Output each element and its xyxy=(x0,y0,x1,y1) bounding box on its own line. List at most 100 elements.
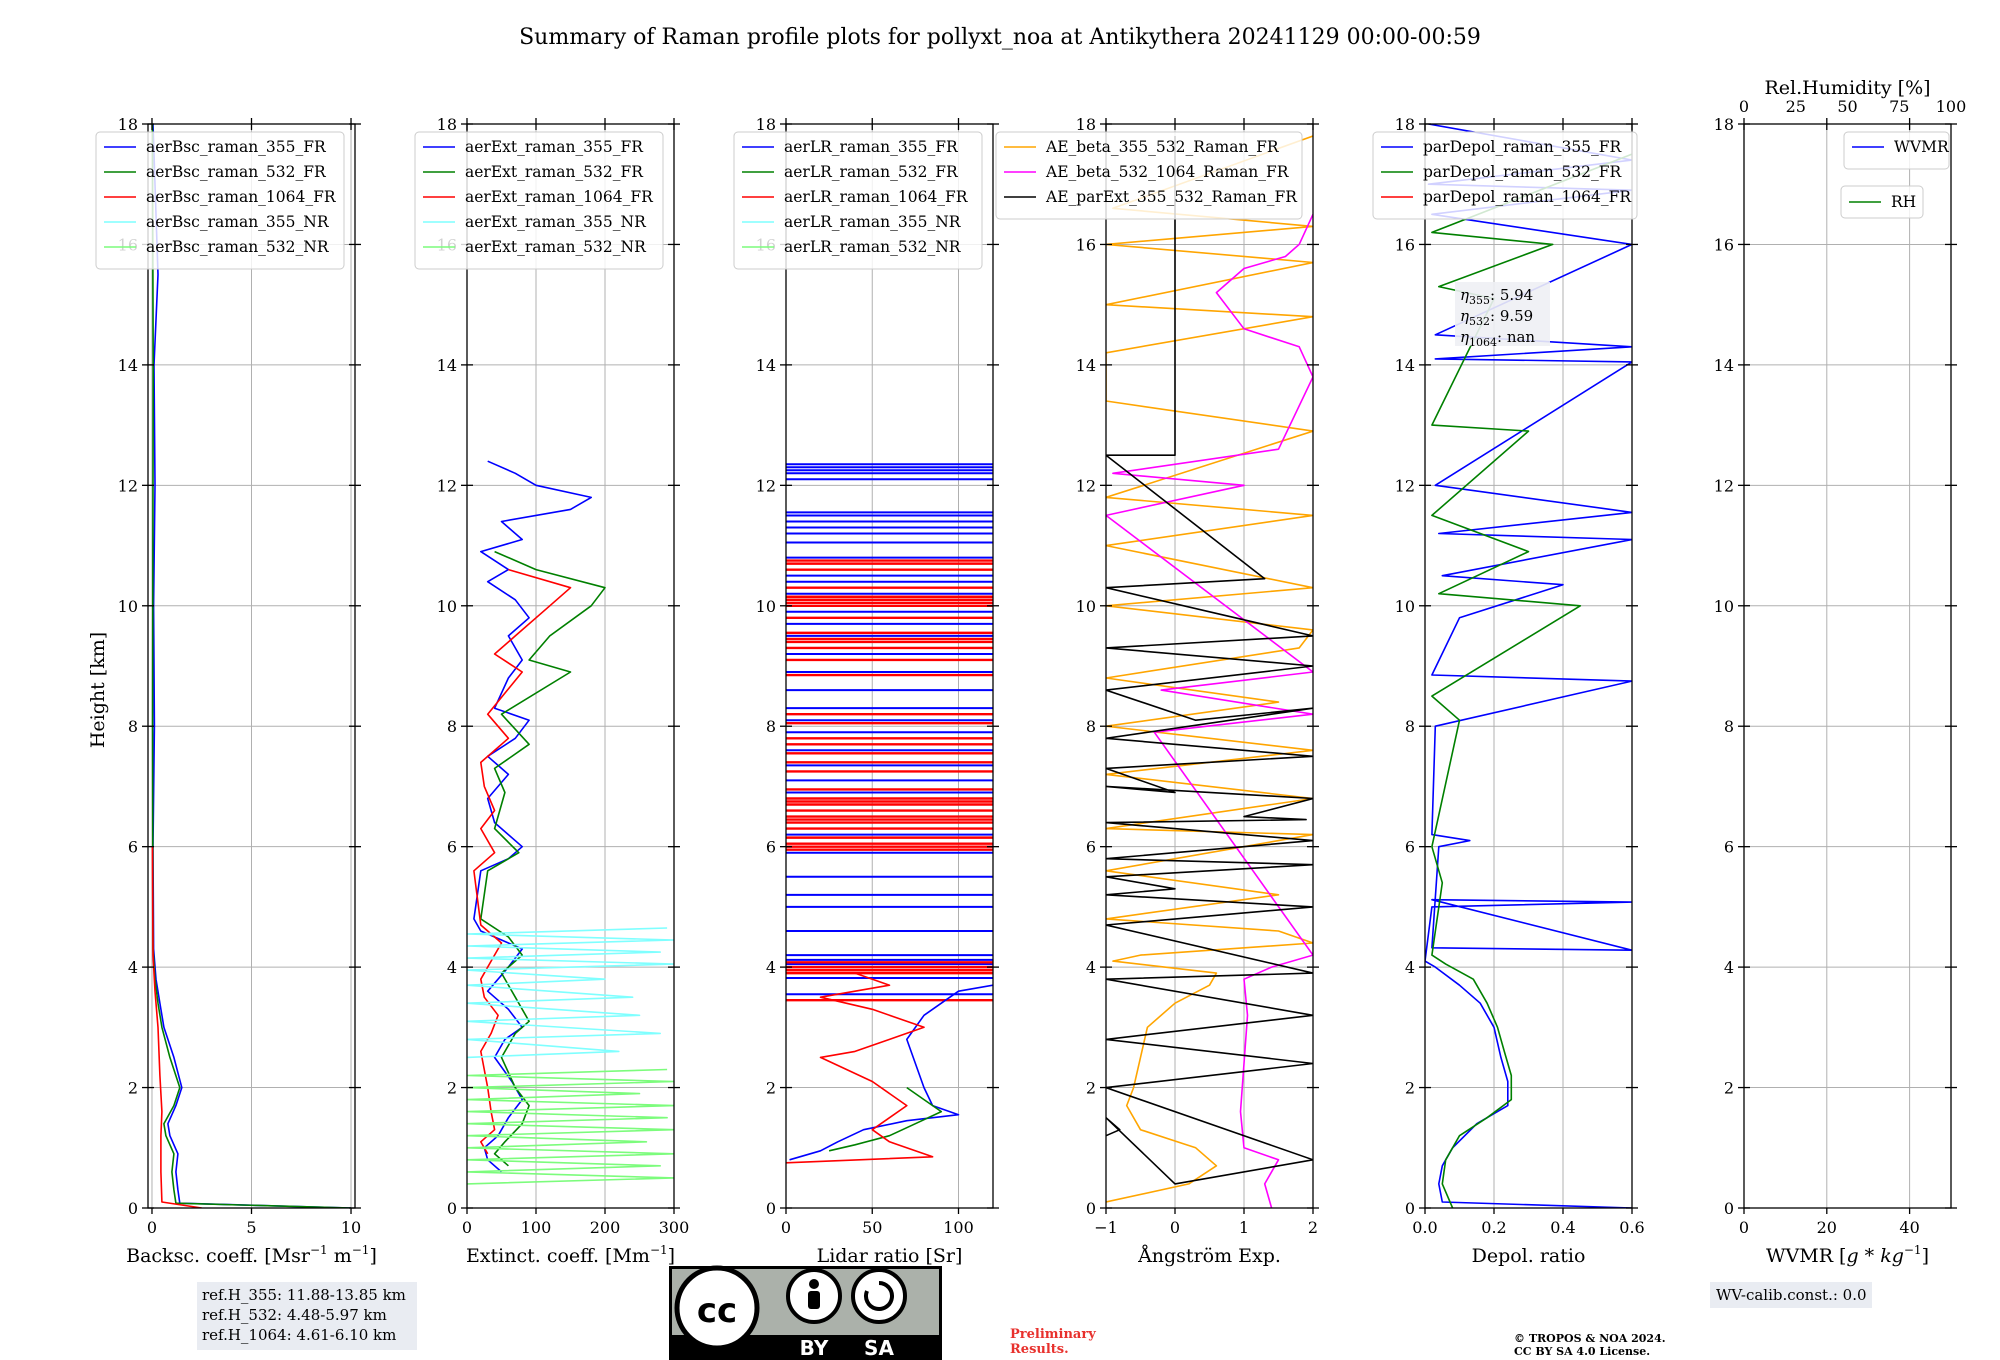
annotation-line: ref.H_532: 4.48-5.97 km xyxy=(202,1306,387,1324)
eta-value: : nan xyxy=(1497,328,1535,346)
top-axis-label: Rel.Humidity [%] xyxy=(1764,77,1930,99)
y-tick-label: 6 xyxy=(766,838,776,857)
y-tick-label: 6 xyxy=(128,838,138,857)
y-tick-label: 12 xyxy=(1076,476,1096,495)
annotation-line: WV-calib.const.: 0.0 xyxy=(1716,1286,1867,1304)
y-tick-label: 14 xyxy=(1076,356,1096,375)
y-tick-label: 2 xyxy=(1405,1079,1415,1098)
series-parDepol_raman_355_FR xyxy=(1425,124,1632,1208)
x-tick-label: 5 xyxy=(246,1218,256,1237)
legend-label: aerBsc_raman_355_NR xyxy=(146,213,330,231)
legend-box xyxy=(1372,131,1638,220)
legend-label: aerExt_raman_1064_FR xyxy=(465,188,654,206)
legend-label: aerBsc_raman_532_NR xyxy=(146,238,330,256)
legend-label: aerLR_raman_532_NR xyxy=(784,238,962,256)
y-tick-label: 2 xyxy=(447,1079,457,1098)
series-aerExt_raman_355_NR xyxy=(467,927,674,1059)
series-aerBsc_raman_355_FR xyxy=(152,124,352,1208)
legend: aerBsc_raman_355_FR aerBsc_raman_532_FRae… xyxy=(95,131,345,270)
y-tick-label: 8 xyxy=(1405,717,1415,736)
x-tick-label: 0 xyxy=(1739,1218,1749,1237)
legend-label: WVMR xyxy=(1894,138,1950,156)
xlabel-text: m xyxy=(328,1245,352,1267)
x-tick-label: 10 xyxy=(341,1218,361,1237)
xlabel-superscript: −1 xyxy=(650,1243,668,1257)
axes-frame xyxy=(1424,123,1633,1209)
cc-logo-text: cc xyxy=(697,1291,737,1331)
top-x-tick-label: 0 xyxy=(1739,97,1749,116)
plot-area xyxy=(1425,124,1632,1208)
xlabel-text: Extinct. coeff. [Mm xyxy=(466,1245,650,1267)
y-tick-label: 16 xyxy=(1076,235,1096,254)
y-tick-label: 8 xyxy=(766,717,776,736)
y-tick-label: 12 xyxy=(756,476,776,495)
annotation-line: ref.H_355: 11.88-13.85 km xyxy=(202,1286,406,1304)
legend-box xyxy=(414,131,664,270)
figure-title: Summary of Raman profile plots for polly… xyxy=(519,25,1481,50)
y-tick-label: 12 xyxy=(1714,476,1734,495)
plot-area xyxy=(786,463,993,1164)
legend: WVMR xyxy=(1843,131,1950,170)
y-tick-label: 14 xyxy=(118,356,138,375)
legend-label: aerLR_raman_1064_FR xyxy=(784,188,969,206)
y-tick-label: 0 xyxy=(766,1199,776,1218)
y-tick-label: 2 xyxy=(1724,1079,1734,1098)
y-tick-label: 0 xyxy=(128,1199,138,1218)
y-tick-label: 4 xyxy=(447,958,457,977)
legend-label: aerLR_raman_355_NR xyxy=(784,213,962,231)
xlabel-superscript: −1 xyxy=(1904,1243,1922,1257)
y-tick-label: 18 xyxy=(437,115,457,134)
eta-line: η355: 5.94 xyxy=(1460,286,1533,307)
y-tick-label: 14 xyxy=(756,356,776,375)
plot-area xyxy=(467,460,674,1185)
x-tick-label: 0.6 xyxy=(1619,1218,1644,1237)
panel-depol: 0 2 4 6 8 10 12 14 16 18 0.0 0.2 0.4 0.6 Depol. ratio p… xyxy=(1372,115,1645,1267)
legend-box xyxy=(95,131,345,270)
annotation-box xyxy=(197,1282,417,1350)
xlabel-text: ] xyxy=(1922,1245,1929,1267)
cc-license-badge[interactable]: cc BY SA xyxy=(669,1265,942,1360)
y-tick-label: 10 xyxy=(1395,597,1415,616)
series-aerExt_raman_355_FR xyxy=(473,460,593,1173)
legend-label: aerExt_raman_532_NR xyxy=(465,238,647,256)
legend-label: aerExt_raman_355_NR xyxy=(465,213,647,231)
eta-symbol: η xyxy=(1460,286,1469,304)
y-tick-label: 18 xyxy=(756,115,776,134)
series-AE_beta_532_1064_Raman_FR xyxy=(1106,213,1313,1208)
reference-height-annotation: ref.H_355: 11.88-13.85 km ref.H_532: 4.48… xyxy=(197,1282,417,1350)
y-tick-label: 4 xyxy=(766,958,776,977)
legend-box xyxy=(1843,131,1950,170)
x-tick-label: 1 xyxy=(1239,1218,1249,1237)
legend-label: AE_beta_532_1064_Raman_FR xyxy=(1045,163,1290,181)
series-aerLR_raman_532_FR xyxy=(828,1086,943,1152)
x-axis-label: Lidar ratio [Sr] xyxy=(817,1245,963,1267)
eta-symbol: η xyxy=(1460,307,1469,325)
y-tick-label: 12 xyxy=(437,476,457,495)
legend-box xyxy=(733,131,983,270)
top-x-tick-label: 100 xyxy=(1936,97,1967,116)
cc-logo-icon xyxy=(674,1265,760,1351)
y-tick-label: 2 xyxy=(1086,1079,1096,1098)
y-tick-label: 14 xyxy=(1395,356,1415,375)
y-tick-label: 16 xyxy=(1714,235,1734,254)
x-tick-label: 0.2 xyxy=(1481,1218,1506,1237)
series-aerLR_raman_355_FR xyxy=(789,984,993,1161)
y-tick-label: 10 xyxy=(437,597,457,616)
y-tick-label: 16 xyxy=(1395,235,1415,254)
x-axis-label: Depol. ratio xyxy=(1472,1245,1586,1267)
xlabel-text: Depol. ratio xyxy=(1472,1245,1586,1267)
x-axis-label: Backsc. coeff. [Msr−1 m−1] xyxy=(126,1243,377,1267)
x-axis-label: Extinct. coeff. [Mm−1] xyxy=(466,1243,675,1267)
x-tick-label: 0 xyxy=(1170,1218,1180,1237)
xlabel-text: ] xyxy=(369,1245,376,1267)
y-tick-label: 8 xyxy=(447,717,457,736)
legend-rh: RH xyxy=(1840,185,1924,219)
plot-area xyxy=(151,124,352,1208)
eta-symbol: η xyxy=(1460,328,1469,346)
legend-label: parDepol_raman_355_FR xyxy=(1423,138,1623,156)
y-tick-label: 8 xyxy=(1086,717,1096,736)
legend: aerExt_raman_355_FR aerExt_raman_532_FRae… xyxy=(414,131,664,270)
x-tick-label: 0 xyxy=(147,1218,157,1237)
legend-label: aerBsc_raman_1064_FR xyxy=(146,188,337,206)
y-tick-label: 2 xyxy=(766,1079,776,1098)
